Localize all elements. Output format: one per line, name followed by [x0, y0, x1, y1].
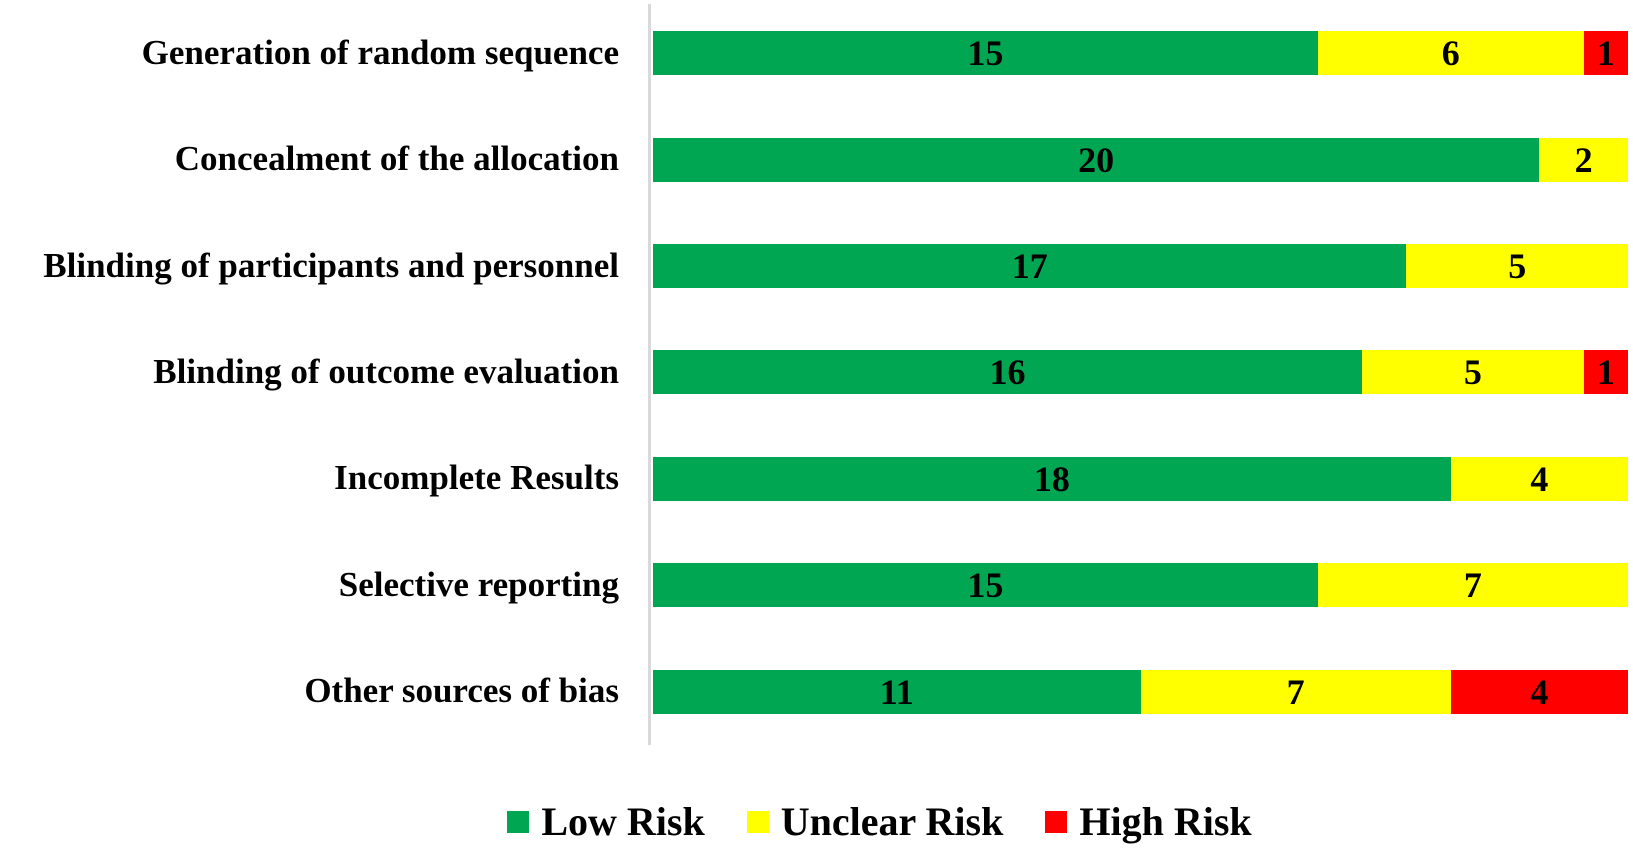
stacked-bar: 20 2 [653, 137, 1628, 182]
bar-track: 15 6 1 [653, 31, 1633, 76]
bar-value-label: 7 [1286, 671, 1305, 712]
category-label: Concealment of the allocation [174, 139, 619, 179]
bar-value-label: 11 [879, 671, 914, 712]
bar-value-label: 4 [1530, 671, 1549, 712]
legend-item: Low Risk [507, 798, 705, 845]
bar-value-label: 1 [1596, 33, 1615, 74]
chart-row: Generation of random sequence 15 6 1 [0, 0, 1633, 106]
legend-label: High Risk [1079, 799, 1252, 844]
bar-segment-unclear-risk: 4 [1450, 456, 1628, 501]
bar-segment-low-risk: 16 [653, 350, 1363, 395]
bar-value-label: 18 [1033, 458, 1070, 499]
bar-track: 15 7 [653, 563, 1633, 608]
bar-segment-high-risk: 1 [1583, 31, 1628, 76]
legend-item: High Risk [1045, 798, 1252, 845]
category-label: Selective reporting [338, 564, 619, 604]
stacked-bar: 11 7 4 [653, 669, 1628, 714]
bar-value-label: 1 [1596, 352, 1615, 393]
category-label: Other sources of bias [304, 671, 619, 711]
bar-segment-unclear-risk: 2 [1539, 137, 1628, 182]
bar-value-label: 5 [1508, 245, 1527, 286]
stacked-bar: 16 5 1 [653, 350, 1628, 395]
chart-row: Other sources of bias 11 7 4 [0, 638, 1633, 744]
stacked-bar: 18 4 [653, 456, 1628, 501]
bar-value-label: 17 [1011, 245, 1048, 286]
legend-item: Unclear Risk [746, 798, 1004, 845]
bar-segment-unclear-risk: 5 [1362, 350, 1584, 395]
chart-row: Blinding of outcome evaluation 16 5 1 [0, 319, 1633, 425]
bar-segment-high-risk: 4 [1450, 669, 1628, 714]
bar-track: 20 2 [653, 137, 1633, 182]
bar-segment-low-risk: 11 [653, 669, 1141, 714]
plot-rows: Generation of random sequence 15 6 1 Conceal… [0, 0, 1633, 744]
bar-segment-unclear-risk: 6 [1317, 31, 1584, 76]
bar-value-label: 16 [989, 352, 1026, 393]
legend: Low Risk Unclear Risk High Risk [63, 798, 1633, 845]
bar-value-label: 2 [1574, 139, 1593, 180]
legend-swatch [746, 810, 769, 833]
legend-swatch [507, 810, 530, 833]
category-label: Blinding of outcome evaluation [153, 351, 619, 391]
bar-track: 18 4 [653, 456, 1633, 501]
bar-segment-unclear-risk: 5 [1406, 243, 1628, 288]
bar-segment-high-risk: 1 [1583, 350, 1628, 395]
category-label: Incomplete Results [334, 458, 619, 498]
stacked-bar: 15 6 1 [653, 31, 1628, 76]
chart-row: Selective reporting 15 7 [0, 532, 1633, 638]
bar-segment-unclear-risk: 7 [1140, 669, 1451, 714]
bar-segment-low-risk: 15 [653, 563, 1318, 608]
stacked-bar: 15 7 [653, 563, 1628, 608]
bar-value-label: 20 [1078, 139, 1115, 180]
stacked-bar: 17 5 [653, 243, 1628, 288]
chart-row: Concealment of the allocation 20 2 [0, 106, 1633, 212]
y-axis-line [648, 4, 651, 745]
legend-swatch [1045, 810, 1068, 833]
bar-value-label: 6 [1441, 33, 1460, 74]
bar-track: 16 5 1 [653, 350, 1633, 395]
bar-track: 11 7 4 [653, 669, 1633, 714]
legend-label: Unclear Risk [780, 799, 1004, 844]
bar-segment-low-risk: 18 [653, 456, 1451, 501]
bar-segment-low-risk: 20 [653, 137, 1540, 182]
bar-value-label: 15 [967, 33, 1004, 74]
category-label: Generation of random sequence [141, 32, 619, 72]
bar-segment-low-risk: 15 [653, 31, 1318, 76]
bar-value-label: 4 [1530, 458, 1549, 499]
bar-value-label: 7 [1463, 565, 1482, 606]
bar-segment-low-risk: 17 [653, 243, 1407, 288]
chart-row: Blinding of participants and personnel 17… [0, 213, 1633, 319]
chart-row: Incomplete Results 18 4 [0, 426, 1633, 532]
bar-track: 17 5 [653, 243, 1633, 288]
bar-segment-unclear-risk: 7 [1317, 563, 1628, 608]
bar-value-label: 5 [1463, 352, 1482, 393]
legend-label: Low Risk [541, 799, 705, 844]
bar-value-label: 15 [967, 565, 1004, 606]
category-label: Blinding of participants and personnel [43, 245, 619, 285]
